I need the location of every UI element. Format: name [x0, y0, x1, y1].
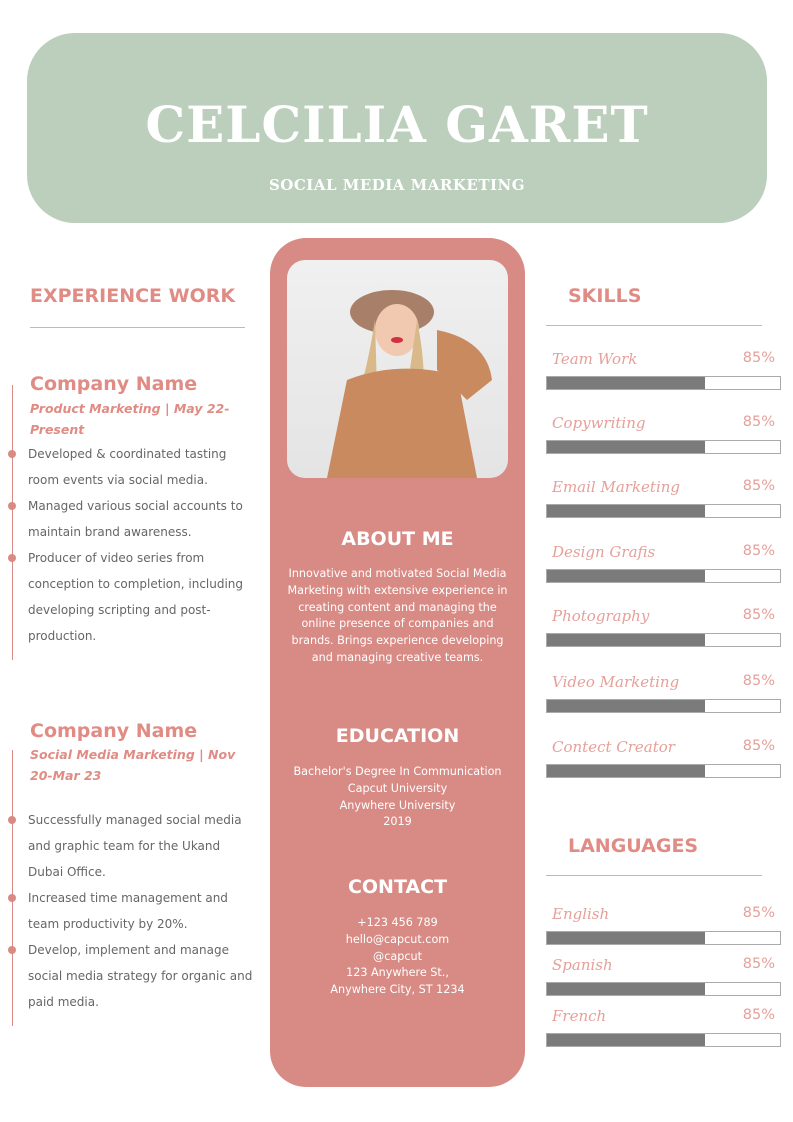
skill-item-percent: 85% [742, 673, 775, 689]
job-role: Social Media Marketing | Nov 20-Mar 23 [30, 747, 236, 783]
progress-fill [547, 441, 706, 453]
language-item-label: Spanish [552, 956, 613, 974]
progress-bar [546, 699, 781, 713]
about-text: Innovative and motivated Social Media Ma… [287, 567, 508, 664]
university: Capcut University [347, 781, 448, 795]
skill-item-percent: 85% [742, 738, 775, 754]
bullet-item: Producer of video series from conception… [8, 545, 258, 649]
degree: Bachelor's Degree In Communication [293, 765, 502, 778]
skill-item-percent: 85% [742, 350, 775, 366]
company-name: Company Name [30, 720, 198, 742]
center-panel: ABOUT ME Innovative and motivated Social… [270, 238, 525, 1087]
progress-fill [547, 700, 706, 712]
skills-heading: SKILLS [568, 285, 642, 307]
skill-item-label: Contect Creator [552, 738, 675, 756]
bullet-item: Develop, implement and manage social med… [8, 937, 258, 1015]
skill-item-label: Photography [552, 607, 650, 625]
contact-heading: CONTACT [347, 876, 448, 898]
bullet-item: Developed & coordinated tasting room eve… [8, 441, 258, 493]
about-heading: ABOUT ME [341, 528, 454, 550]
address-line-2: Anywhere City, ST 1234 [330, 983, 465, 997]
social-handle: @capcut [373, 949, 422, 963]
progress-fill [547, 634, 706, 646]
skill-item-percent: 85% [742, 414, 775, 430]
education-details: Bachelor's Degree In Communication Capcu… [280, 764, 515, 831]
progress-bar [546, 633, 781, 647]
bullet-item: Managed various social accounts to maint… [8, 493, 258, 545]
bullet-item: Successfully managed social media and gr… [8, 807, 258, 885]
experience-heading: EXPERIENCE WORK [30, 285, 236, 307]
progress-fill [547, 1034, 706, 1046]
skill-item-label: Design Grafis [552, 543, 656, 561]
phone: +123 456 789 [357, 916, 438, 929]
progress-bar [546, 982, 781, 996]
job-bullets: Developed & coordinated tasting room eve… [8, 441, 258, 649]
skill-item-percent: 85% [742, 607, 775, 623]
skill-item-percent: 85% [742, 478, 775, 494]
university-location: Anywhere University [339, 798, 456, 812]
progress-fill [547, 570, 706, 582]
skill-item-percent: 85% [742, 543, 775, 559]
progress-bar [546, 764, 781, 778]
timeline-line [12, 750, 13, 1026]
education-heading: EDUCATION [335, 725, 460, 747]
candidate-name: CELCILIA GARET [145, 95, 649, 154]
timeline-line [12, 385, 13, 660]
progress-fill [547, 765, 706, 777]
language-item-label: English [552, 905, 610, 923]
progress-bar [546, 1033, 781, 1047]
language-item-label: French [552, 1007, 607, 1025]
skill-item-label: Copywriting [552, 414, 646, 432]
address-line-1: 123 Anywhere St., [346, 966, 449, 980]
progress-bar [546, 569, 781, 583]
language-item-percent: 85% [742, 905, 775, 921]
skill-item-label: Video Marketing [552, 673, 680, 691]
email: hello@capcut.com [345, 932, 450, 946]
contact-details: +123 456 789 hello@capcut.com @capcut 12… [280, 915, 515, 999]
skill-item-label: Email Marketing [552, 478, 681, 496]
progress-fill [547, 377, 706, 389]
job-bullets: Successfully managed social media and gr… [8, 807, 258, 1015]
progress-fill [547, 505, 706, 517]
bullet-item: Increased time management and team produ… [8, 885, 258, 937]
divider [30, 327, 245, 328]
progress-bar [546, 376, 781, 390]
skill-item-label: Team Work [552, 350, 638, 368]
company-name: Company Name [30, 373, 198, 395]
profile-photo [287, 260, 508, 478]
language-item-percent: 85% [742, 1007, 775, 1023]
job-role: Product Marketing | May 22-Present [30, 401, 230, 437]
language-item-percent: 85% [742, 956, 775, 972]
progress-bar [546, 931, 781, 945]
progress-fill [547, 983, 706, 995]
candidate-role: SOCIAL MEDIA MARKETING [268, 176, 526, 194]
progress-fill [547, 932, 706, 944]
graduation-year: 2019 [383, 815, 412, 829]
divider [546, 325, 762, 326]
progress-bar [546, 440, 781, 454]
progress-bar [546, 504, 781, 518]
languages-heading: LANGUAGES [568, 835, 699, 857]
divider [546, 875, 762, 876]
header-banner: CELCILIA GARET SOCIAL MEDIA MARKETING [27, 33, 767, 223]
